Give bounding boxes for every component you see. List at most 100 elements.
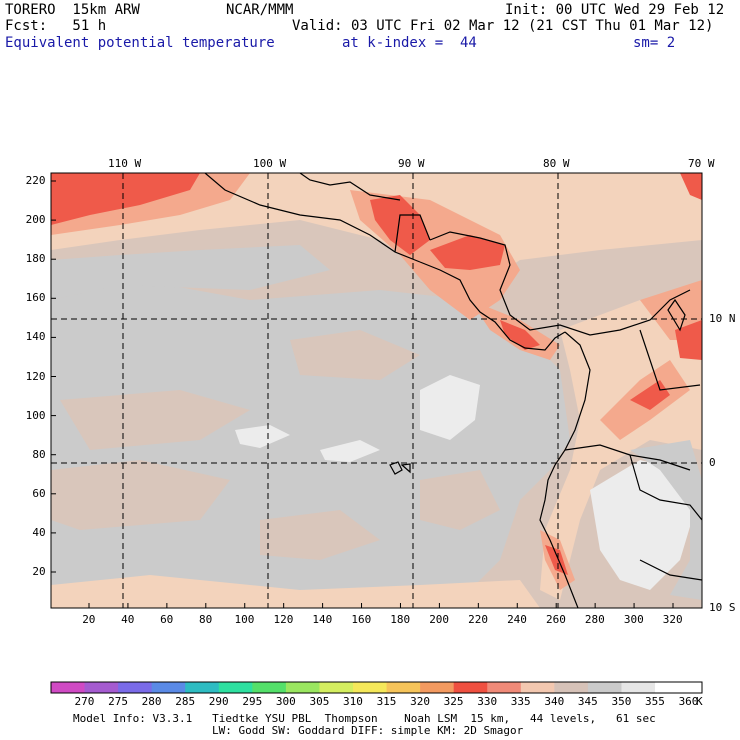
peach-south-strip [51, 575, 540, 608]
y-tick-label: 180 [25, 252, 46, 266]
lightgrey-ocean-3 [320, 440, 380, 462]
colorbar-swatch [420, 682, 455, 693]
salmon-northeast [640, 280, 702, 340]
y-tick-label: 200 [25, 213, 46, 227]
colorbar-value-label: 360 [678, 695, 699, 708]
red-venezuela [675, 320, 702, 360]
level-info: at k-index = 44 [342, 35, 477, 51]
coast-mexico-pacific [204, 173, 421, 263]
plot-frame [50, 172, 703, 609]
red-honduras [430, 235, 505, 270]
x-tick-label: 100 [234, 613, 255, 626]
colorbar-swatch [252, 682, 287, 693]
red-upper-right [680, 173, 702, 200]
colorbar-value-label: 350 [611, 695, 632, 708]
graticule [51, 173, 702, 608]
lightgrey-amazon [590, 460, 695, 590]
colorbar-value-label: 325 [443, 695, 464, 708]
lat-label-0: 0 [709, 456, 716, 469]
y-tick-label: 140 [25, 330, 46, 344]
y-tick-label: 120 [25, 369, 46, 383]
tan-patch-3 [290, 330, 420, 380]
grey-amazon-core [630, 440, 702, 600]
lon-label-100w: 100 W [253, 157, 287, 170]
y-tick-label: 60 [32, 486, 46, 500]
coastlines [204, 173, 702, 608]
colorbar-value-label: 295 [242, 695, 263, 708]
y-tick-label: 20 [32, 565, 46, 578]
colorbar-swatch [453, 682, 488, 693]
tan-patch-1 [60, 390, 250, 450]
colorbar-value-label: 310 [343, 695, 363, 708]
lon-label-110w: 110 W [108, 157, 142, 170]
tan-patch-2 [51, 460, 230, 530]
y-tick-label: 220 [25, 174, 46, 187]
smoothing-info: sm= 2 [633, 35, 676, 51]
colorbar-swatch [487, 682, 522, 693]
colorbar-value-label: 330 [477, 695, 498, 708]
colorbar-swatch [655, 682, 690, 693]
lat-label-10n: 10 N [709, 312, 736, 325]
colorbar-value-label: 270 [74, 695, 95, 708]
colorbar-value-label: 315 [376, 695, 397, 708]
border-peru-bolivia [639, 559, 702, 581]
x-tick-label: 240 [507, 613, 527, 626]
border-peru-brazil [629, 454, 702, 521]
lightgrey-ocean-1 [420, 375, 480, 440]
y-tick-label: 40 [32, 525, 46, 539]
colorbar-value-label: 320 [410, 695, 430, 708]
model-info-line2: LW: Godd SW: Goddard DIFF: simple KM: 2D… [212, 724, 524, 737]
coast-south-america-pacific [539, 331, 591, 608]
y-tick-label: 160 [25, 291, 46, 305]
colorbar-value-label: 285 [175, 695, 196, 708]
colorbar-swatch [319, 682, 354, 693]
x-tick-label: 80 [199, 613, 213, 626]
field-name: Equivalent potential temperature [5, 35, 275, 51]
forecast-hour: Fcst: 51 h [5, 18, 107, 34]
x-tick-label: 220 [468, 613, 488, 626]
x-tick-label: 280 [584, 613, 605, 626]
colorbar-swatch [554, 682, 589, 693]
colorbar-value-label: 305 [309, 695, 330, 708]
field-shading [51, 173, 702, 608]
tan-patch-5 [260, 510, 380, 560]
x-tick-label: 160 [351, 613, 372, 626]
colorbar-value-label: 290 [208, 695, 229, 708]
colorbar-value-label: 340 [544, 695, 565, 708]
x-tick-label: 20 [82, 613, 96, 626]
colorbar-swatch [587, 682, 622, 693]
y-tick-label: 100 [25, 408, 46, 422]
lat-label-10s: 10 S [709, 601, 736, 614]
y-tick-label: 80 [32, 447, 46, 461]
lon-label-90w: 90 W [398, 157, 425, 170]
colorbar-swatch [386, 682, 421, 693]
colorbar-swatch [285, 682, 320, 693]
colorbar-swatch [151, 682, 186, 693]
colorbar-swatch [84, 682, 119, 693]
colorbar-frame [50, 681, 703, 694]
lake-maracaibo [667, 298, 686, 332]
colorbar-value-label: 335 [510, 695, 531, 708]
x-tick-label: 120 [273, 613, 294, 626]
colorbar-swatch [185, 682, 220, 693]
init-time: Init: 00 UTC Wed 29 Feb 12 [505, 2, 725, 18]
x-tick-label: 140 [312, 613, 333, 626]
colorbar [51, 682, 690, 693]
lightgrey-ocean-2 [235, 425, 290, 448]
lon-label-80w: 80 W [543, 157, 570, 170]
colorbar-swatch [520, 682, 555, 693]
red-guatemala [370, 195, 430, 255]
colorbar-swatch [51, 682, 86, 693]
x-tick-label: 180 [390, 613, 411, 626]
coast-mexico-gulf [299, 173, 401, 201]
coast-caribbean [429, 231, 691, 336]
colorbar-value-label: 355 [645, 695, 665, 708]
colorbar-value-label: 300 [275, 695, 296, 708]
coast-central-america [419, 261, 566, 351]
x-tick-label: 200 [429, 613, 450, 626]
colorbar-value-label: 345 [577, 695, 598, 708]
x-tick-marks [88, 603, 674, 608]
x-tick-label: 300 [623, 613, 644, 626]
valid-time: Valid: 03 UTC Fri 02 Mar 12 (21 CST Thu … [292, 18, 714, 34]
